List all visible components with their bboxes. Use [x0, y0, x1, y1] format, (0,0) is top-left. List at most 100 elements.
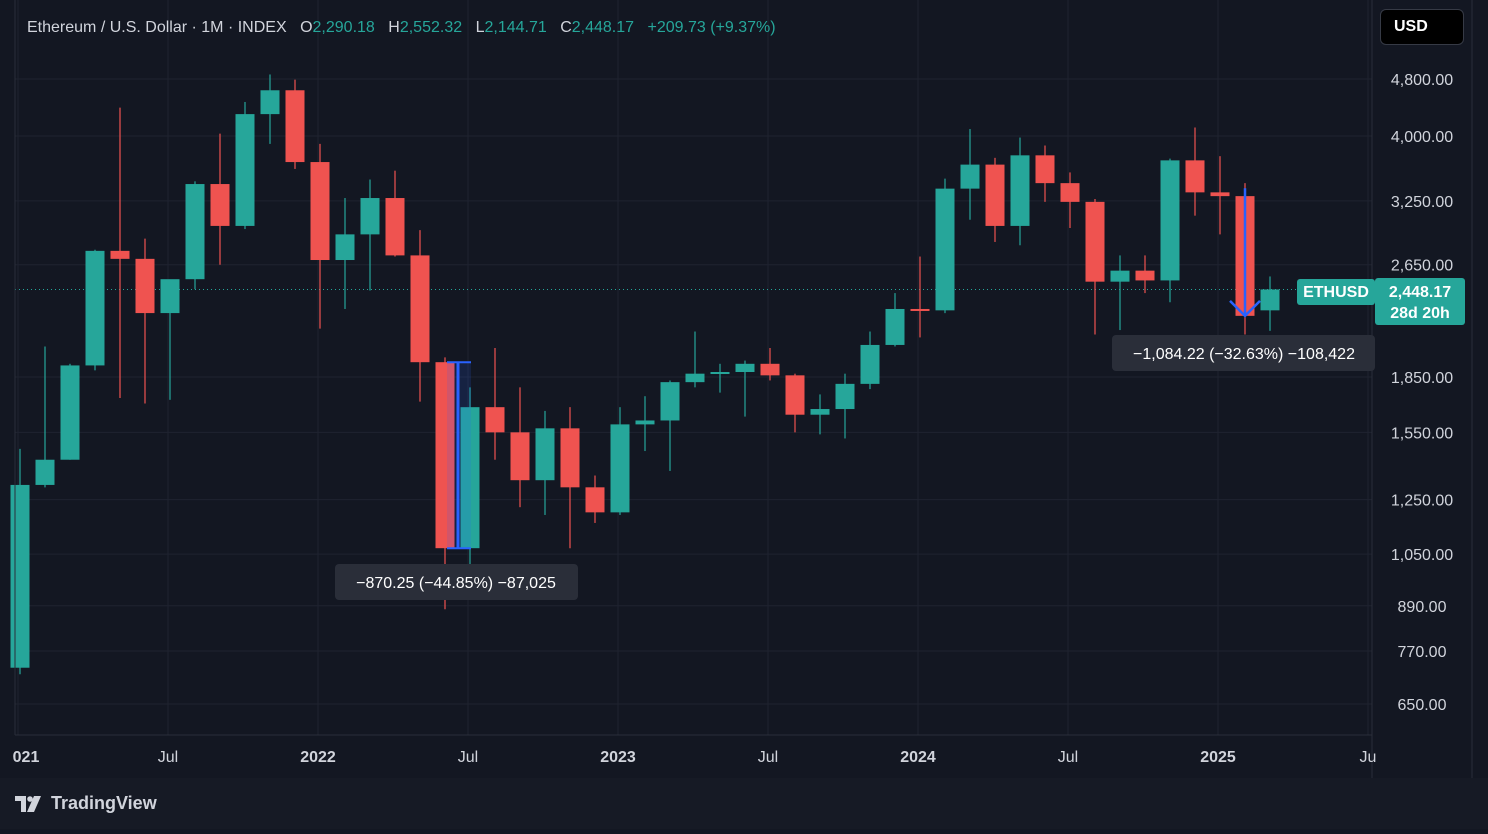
candle	[485, 348, 505, 460]
candle-body	[760, 363, 780, 376]
candle	[685, 331, 705, 388]
candle-body	[960, 164, 980, 189]
measure-label: −870.25 (−44.85%) −87,025	[335, 564, 578, 600]
tradingview-logo-icon	[15, 795, 41, 812]
grid	[15, 0, 1372, 735]
candle	[1085, 198, 1105, 335]
low-label: L	[476, 19, 485, 36]
candle-body	[410, 255, 430, 363]
symbol-tag: ETHUSD	[1303, 284, 1369, 301]
candle-body	[1110, 270, 1130, 282]
candle-body	[1060, 183, 1080, 202]
price-tick-label: 890.00	[1398, 599, 1447, 616]
candle	[135, 238, 155, 404]
candle	[385, 170, 405, 257]
candle	[810, 394, 830, 435]
time-tick-label: Jul	[458, 749, 478, 766]
candle-body	[310, 162, 330, 261]
price-axis[interactable]: 650.00 770.00 890.00 1,050.00 1,250.00 1,550.…	[1391, 72, 1453, 714]
candle-body	[735, 363, 755, 373]
price-tick-label: 1,050.00	[1391, 547, 1453, 564]
candle-body	[985, 164, 1005, 226]
candle	[210, 133, 230, 265]
candle	[910, 256, 930, 338]
candle-body	[810, 409, 830, 415]
candle-body	[235, 114, 255, 226]
candle	[110, 107, 130, 399]
candle-body	[1135, 270, 1155, 281]
price-tick-label: 4,000.00	[1391, 129, 1453, 146]
price-tick-label: 1,250.00	[1391, 493, 1453, 510]
candle	[960, 129, 980, 220]
candle	[735, 360, 755, 417]
currency-button[interactable]: USD	[1380, 9, 1464, 45]
candle-body	[1035, 155, 1055, 184]
candle	[335, 198, 355, 309]
measure-arrow-head	[1229, 299, 1261, 318]
candle	[60, 363, 80, 460]
measure-label-bg	[1112, 335, 1375, 371]
candle-body	[160, 279, 180, 314]
candle-body	[785, 375, 805, 415]
time-tick-label: 2023	[600, 749, 636, 766]
time-tick-label: 2022	[300, 749, 336, 766]
candle	[560, 407, 580, 549]
time-tick-label: Jul	[758, 749, 778, 766]
high-value: 2,552.32	[400, 19, 462, 36]
candle-body	[10, 484, 30, 668]
footer	[0, 778, 1488, 829]
candle	[710, 363, 730, 393]
candle	[985, 157, 1005, 242]
candle	[235, 101, 255, 230]
candle-body	[1260, 289, 1280, 311]
candle	[1160, 158, 1180, 303]
measure-label-bg	[335, 564, 578, 600]
candle	[1185, 127, 1205, 216]
open-value: 2,290.18	[313, 19, 375, 36]
candle-body	[835, 383, 855, 410]
measure-label-text: −870.25 (−44.85%) −87,025	[356, 575, 556, 592]
candle-body	[185, 184, 205, 280]
candle	[35, 346, 55, 488]
price-tick-label: 770.00	[1398, 644, 1447, 661]
low-value: 2,144.71	[484, 19, 546, 36]
close-label: C	[560, 19, 572, 36]
price-tick-label: 2,650.00	[1391, 258, 1453, 275]
candle	[510, 387, 530, 508]
candle	[1035, 145, 1055, 202]
candle-body	[535, 428, 555, 481]
open-label: O	[300, 19, 312, 36]
measure-label-text: −1,084.22 (−32.63%) −108,422	[1133, 346, 1355, 363]
symbol-tag-bg	[1297, 279, 1375, 305]
high-label: H	[388, 19, 400, 36]
candle-body	[460, 407, 480, 549]
measure-tool[interactable]: −1,084.22 (−32.63%) −108,422	[1112, 188, 1375, 371]
candle-body	[635, 420, 655, 425]
candle-body	[1210, 192, 1230, 197]
measure-label: −1,084.22 (−32.63%) −108,422	[1112, 335, 1375, 371]
candle-body	[360, 198, 380, 235]
candle-body	[435, 362, 455, 549]
time-tick-label: 021	[13, 749, 40, 766]
candle	[585, 475, 605, 523]
candle	[635, 396, 655, 452]
candle	[885, 293, 905, 347]
time-tick-label: 2025	[1200, 749, 1236, 766]
candle-body	[910, 308, 930, 311]
candle	[160, 279, 180, 400]
time-tick-label: 2024	[900, 749, 936, 766]
candle	[935, 178, 955, 314]
ohlc-legend: Ethereum / U.S. Dollar · 1M · INDEX O2,2…	[27, 19, 776, 36]
candle	[410, 230, 430, 402]
measurements: −870.25 (−44.85%) −87,025 −1,084.22 (−32.…	[335, 188, 1375, 600]
candle	[1210, 156, 1230, 235]
candle-body	[260, 90, 280, 115]
time-axis[interactable]: 021 Jul 2022 Jul 2023 Jul 2024 Jul 2025 Ju	[13, 749, 1377, 766]
candle	[1135, 255, 1155, 294]
measure-tool[interactable]: −870.25 (−44.85%) −87,025	[335, 361, 578, 600]
tradingview-logo[interactable]: TradingView	[15, 793, 157, 814]
change-value: +209.73 (+9.37%)	[648, 19, 776, 36]
candle	[760, 348, 780, 381]
candle-body	[60, 365, 80, 460]
